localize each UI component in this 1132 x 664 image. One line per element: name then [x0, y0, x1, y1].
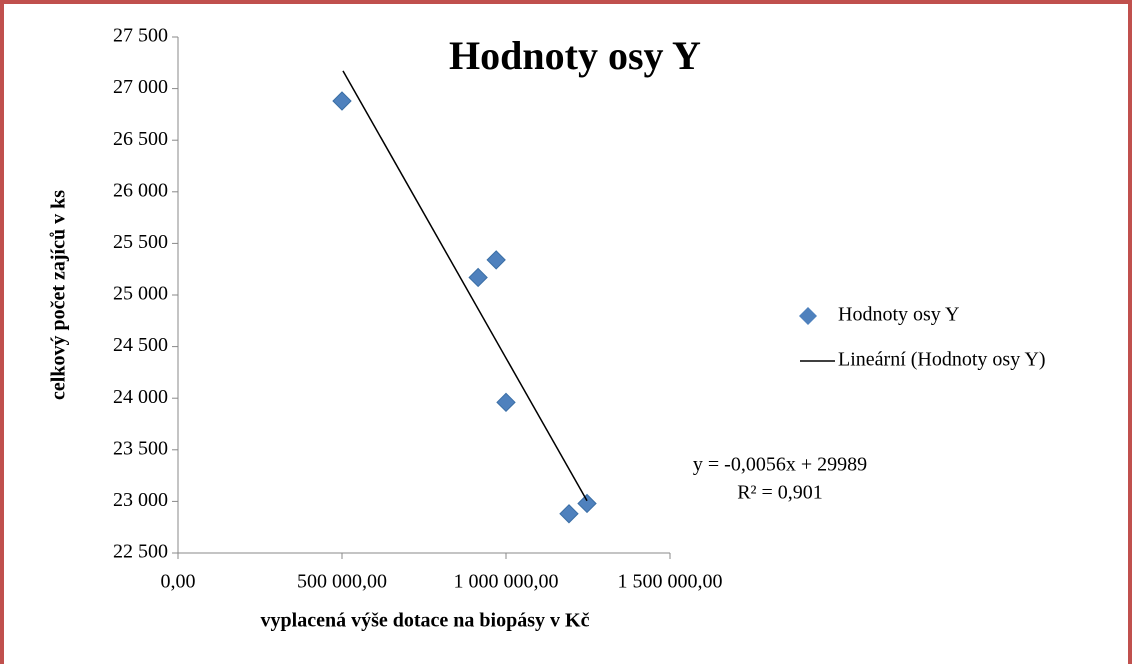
x-tick-label: 0,00: [161, 571, 196, 593]
y-tick-label: 23 500: [113, 437, 168, 459]
y-tick-label: 25 500: [113, 231, 168, 253]
point: [486, 250, 506, 270]
y-tick-label: 22 500: [113, 541, 168, 563]
point: [559, 504, 579, 524]
x-axis-title: vyplacená výše dotace na biopásy v Kč: [261, 610, 590, 632]
y-tick-label: 25 000: [113, 283, 168, 305]
y-tick-label: 27 500: [113, 25, 168, 47]
legend-marker: [799, 307, 817, 325]
y-tick-label: 26 000: [113, 179, 168, 201]
legend-label: Hodnoty osy Y: [838, 304, 959, 326]
trendline: [342, 70, 588, 502]
point: [496, 392, 516, 413]
x-tick-label: 1 500 000,00: [618, 571, 723, 593]
y-axis-title: celkový počet zajíců v ks: [48, 190, 70, 400]
y-tick-label: 24 000: [113, 386, 168, 408]
y-tick-label: 24 500: [113, 334, 168, 356]
annotation: y = -0,0056x + 29989: [693, 454, 867, 476]
y-tick-label: 26 500: [113, 128, 168, 150]
point: [577, 493, 597, 514]
point: [332, 91, 352, 111]
legend-label: Lineární (Hodnoty osy Y): [838, 349, 1046, 371]
chart-title: Hodnoty osy Y: [449, 33, 701, 78]
y-tick-label: 27 000: [113, 76, 168, 98]
point: [468, 267, 488, 288]
y-tick-label: 23 000: [113, 489, 168, 511]
x-tick-label: 500 000,00: [297, 571, 387, 593]
annotation: R² = 0,901: [737, 482, 823, 504]
x-tick-label: 1 000 000,00: [454, 571, 559, 593]
